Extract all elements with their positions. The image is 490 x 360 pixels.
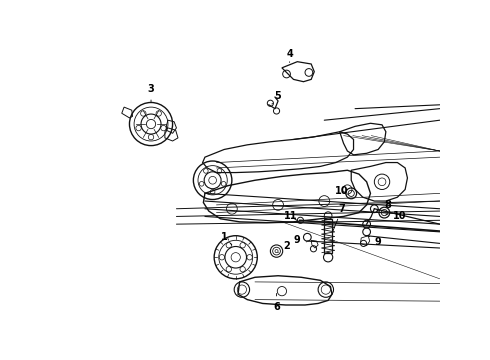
Text: 7: 7 [333, 204, 345, 231]
Text: 9: 9 [294, 235, 307, 244]
Text: 5: 5 [272, 91, 281, 104]
Text: 6: 6 [273, 293, 280, 311]
Text: 1: 1 [221, 232, 232, 245]
Text: 3: 3 [147, 84, 154, 102]
Text: 10: 10 [335, 186, 348, 196]
Text: 9: 9 [368, 236, 382, 247]
Text: 8: 8 [377, 200, 391, 211]
Text: 2: 2 [278, 241, 290, 253]
Text: 10: 10 [386, 211, 407, 221]
Text: 11: 11 [284, 211, 297, 221]
Text: 4: 4 [286, 49, 293, 62]
